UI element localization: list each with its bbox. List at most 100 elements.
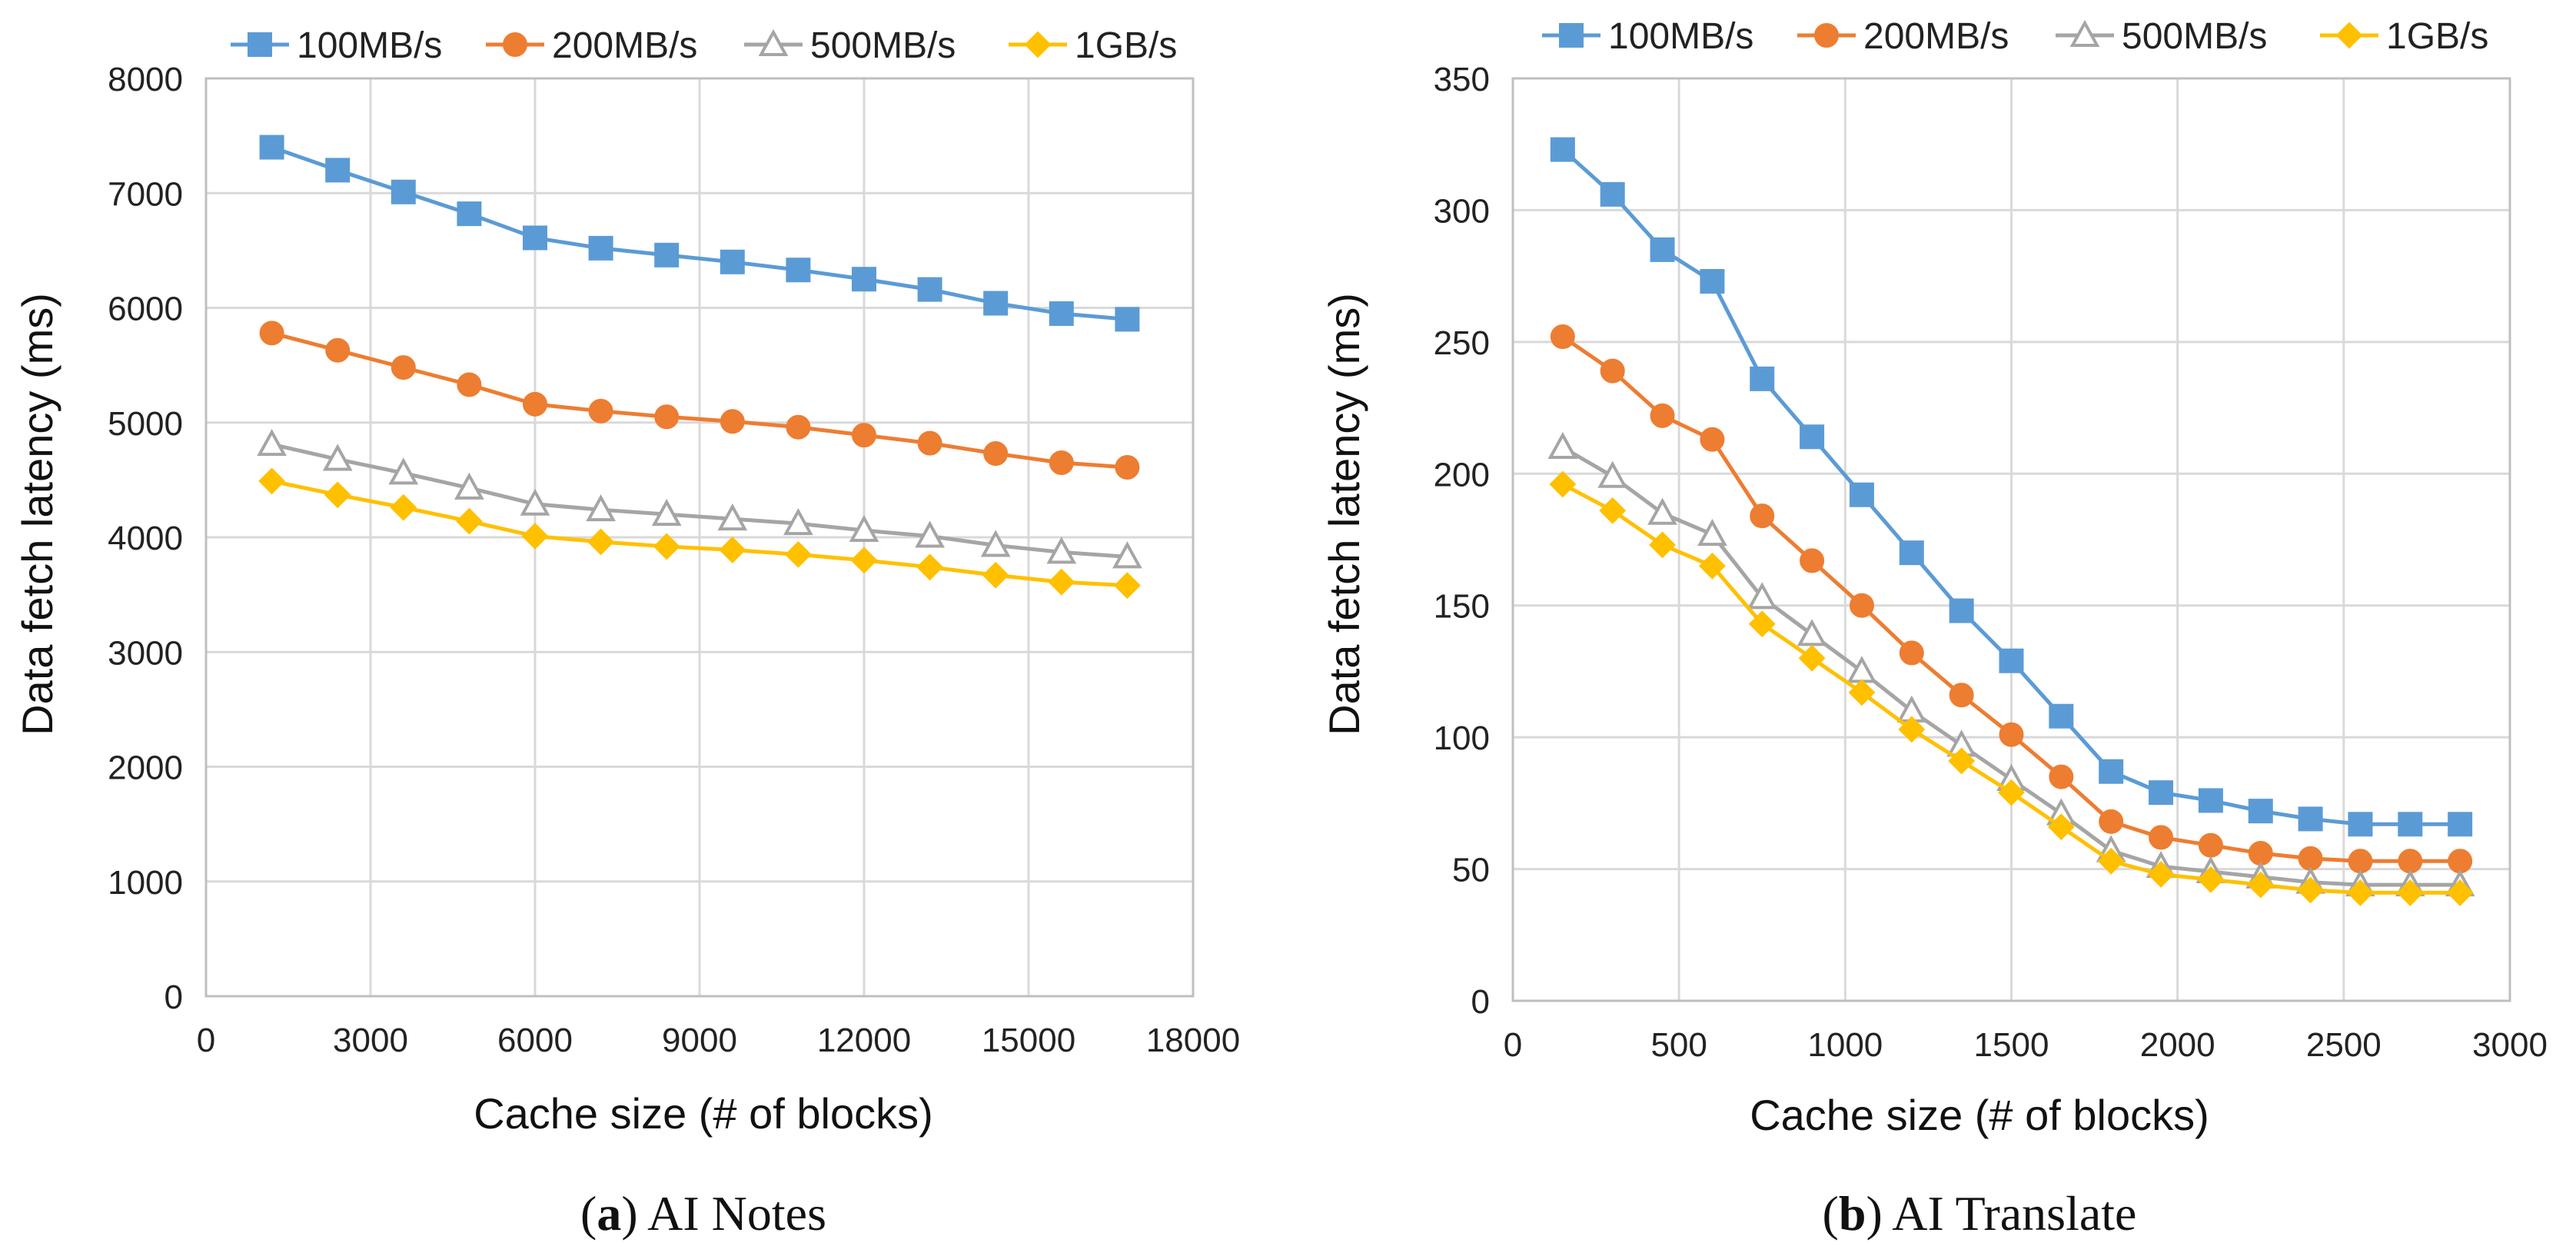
- chart-b-data-point: [1898, 716, 1926, 743]
- chart-b-data-point: [1748, 610, 1776, 638]
- chart-a-data-point: [1115, 307, 1140, 332]
- chart-b-data-point: [1797, 619, 1827, 646]
- chart-a-data-point: [653, 533, 680, 560]
- chart-b-y-tick-label: 0: [1471, 983, 1490, 1021]
- chart-a-y-tick-label: 7000: [108, 175, 183, 213]
- chart-b-data-point: [2348, 812, 2373, 837]
- chart-a-y-tick-label: 5000: [108, 405, 183, 443]
- chart-b-data-point: [1798, 644, 1826, 672]
- chart-a-data-point: [259, 135, 284, 160]
- chart-a-y-axis-title: Data fetch latency (ms): [13, 293, 61, 736]
- chart-b-y-tick-label: 50: [1452, 852, 1490, 889]
- chart-b-data-point: [2047, 813, 2075, 841]
- chart-b-data-point: [1848, 679, 1876, 706]
- chart-a-data-point: [915, 520, 945, 548]
- chart-b-data-point: [1649, 531, 1676, 559]
- chart-a-legend-marker: [1024, 31, 1052, 58]
- chart-b-caption-text: AI Translate: [1892, 1186, 2136, 1241]
- chart-a-legend-item: 200MB/s: [486, 25, 697, 66]
- chart-a-data-point: [520, 488, 550, 516]
- chart-a-legend-label: 100MB/s: [297, 25, 442, 66]
- chart-b-data-point: [2049, 764, 2074, 789]
- chart-a-caption-text: AI Notes: [647, 1186, 826, 1241]
- chart-b-data-point: [1647, 497, 1677, 525]
- chart-b-data-point: [1800, 424, 1825, 450]
- chart-a-data-point: [783, 507, 813, 536]
- chart-b-y-tick-label: 250: [1434, 324, 1490, 362]
- chart-a-y-tick-label: 3000: [108, 634, 183, 672]
- chart-a-data-point: [917, 277, 942, 302]
- chart-b-data-point: [1800, 548, 1825, 573]
- chart-a-data-point: [852, 423, 876, 448]
- chart-b-y-tick-label: 100: [1434, 719, 1490, 757]
- chart-b-data-point: [1600, 358, 1625, 384]
- chart-a-x-axis-title: Cache size (# of blocks): [474, 1089, 933, 1138]
- chart-a-data-point: [717, 503, 748, 531]
- chart-a-data-point: [325, 158, 351, 183]
- chart-b-legend-label: 200MB/s: [1863, 16, 2009, 57]
- chart-b-data-point: [2396, 879, 2424, 906]
- chart-b-x-axis-title: Cache size (# of blocks): [1750, 1091, 2209, 1139]
- chart-b-data-point: [2398, 812, 2423, 837]
- chart-b-data-point: [2298, 806, 2323, 832]
- chart-a-data-point: [786, 414, 811, 440]
- chart-a-data-point: [916, 553, 944, 581]
- chart-b-legend-label: 1GB/s: [2386, 16, 2488, 57]
- chart-b-caption-label: b: [1839, 1186, 1866, 1241]
- chart-a-data-point: [523, 391, 547, 417]
- chart-a-x-tick-label: 3000: [333, 1022, 408, 1059]
- chart-a-data-point: [259, 321, 284, 346]
- chart-b-data-point: [1597, 460, 1628, 488]
- chart-b-x-tick-label: 1500: [1974, 1026, 2049, 1064]
- chart-b-data-point: [2149, 780, 2174, 806]
- chart-b-y-axis-title: Data fetch latency (ms): [1320, 293, 1368, 736]
- chart-a-legend-label: 200MB/s: [552, 25, 697, 66]
- chart-b-data-point: [1999, 722, 2024, 747]
- chart-a-legend-label: 500MB/s: [810, 25, 956, 66]
- chart-b-x-tick-label: 0: [1504, 1026, 1522, 1064]
- chart-a-y-tick-label: 6000: [108, 291, 183, 328]
- chart-a-data-point: [980, 530, 1011, 557]
- chart-a-data-point: [1115, 454, 1140, 480]
- chart-a-data-point: [457, 201, 482, 227]
- chart-a-x-tick-label: 15000: [982, 1022, 1075, 1059]
- chart-a-data-point: [917, 430, 942, 456]
- chart-b-data-point: [2348, 849, 2373, 874]
- chart-a-data-point: [1049, 450, 1074, 475]
- chart-a-data-point: [1113, 572, 1141, 600]
- chart-a-data-point: [257, 428, 287, 457]
- chart-b-x-tick-label: 500: [1650, 1026, 1707, 1064]
- chart-a-data-point: [325, 337, 351, 363]
- chart-a-data-point: [455, 507, 483, 535]
- chart-b-legend-label: 500MB/s: [2122, 16, 2267, 57]
- chart-b-data-point: [1700, 427, 1725, 452]
- chart-a-legend-marker: [758, 28, 789, 56]
- chart-b-data-point: [1599, 497, 1627, 524]
- chart-b-legend-label: 100MB/s: [1608, 16, 1753, 57]
- chart-b-data-point: [1650, 237, 1675, 262]
- chart-b-data-point: [1849, 593, 1874, 618]
- chart-b-data-point: [2049, 703, 2074, 729]
- chart-a-data-point: [983, 441, 1009, 467]
- chart-b-data-point: [2247, 871, 2275, 899]
- chart-b-data-point: [1547, 431, 1578, 459]
- chart-a-data-point: [850, 547, 878, 574]
- chart-a-legend-item: 500MB/s: [744, 25, 956, 66]
- chart-b-legend-item: 1GB/s: [2320, 16, 2488, 57]
- chart-b-data-point: [1700, 269, 1725, 294]
- chart-a-caption: (a) AI Notes: [580, 1186, 826, 1241]
- chart-b-legend-marker: [1559, 23, 1584, 48]
- chart-a-data-point: [982, 561, 1009, 589]
- chart-a-data-point: [324, 481, 351, 509]
- chart-b-data-point: [1899, 540, 1924, 566]
- chart-b-x-tick-label: 2000: [2140, 1026, 2215, 1064]
- chart-a-data-point: [1049, 301, 1074, 326]
- chart-b-data-point: [1549, 470, 1577, 498]
- chart-b-data-point: [1750, 366, 1775, 391]
- chart-b-data-point: [2398, 849, 2423, 874]
- chart-b-data-point: [2097, 847, 2125, 875]
- chart-a-series: [257, 135, 1142, 600]
- chart-b-data-point: [2298, 846, 2323, 871]
- chart-b-data-point: [1750, 503, 1775, 529]
- chart-b-legend-item: 100MB/s: [1542, 16, 1753, 57]
